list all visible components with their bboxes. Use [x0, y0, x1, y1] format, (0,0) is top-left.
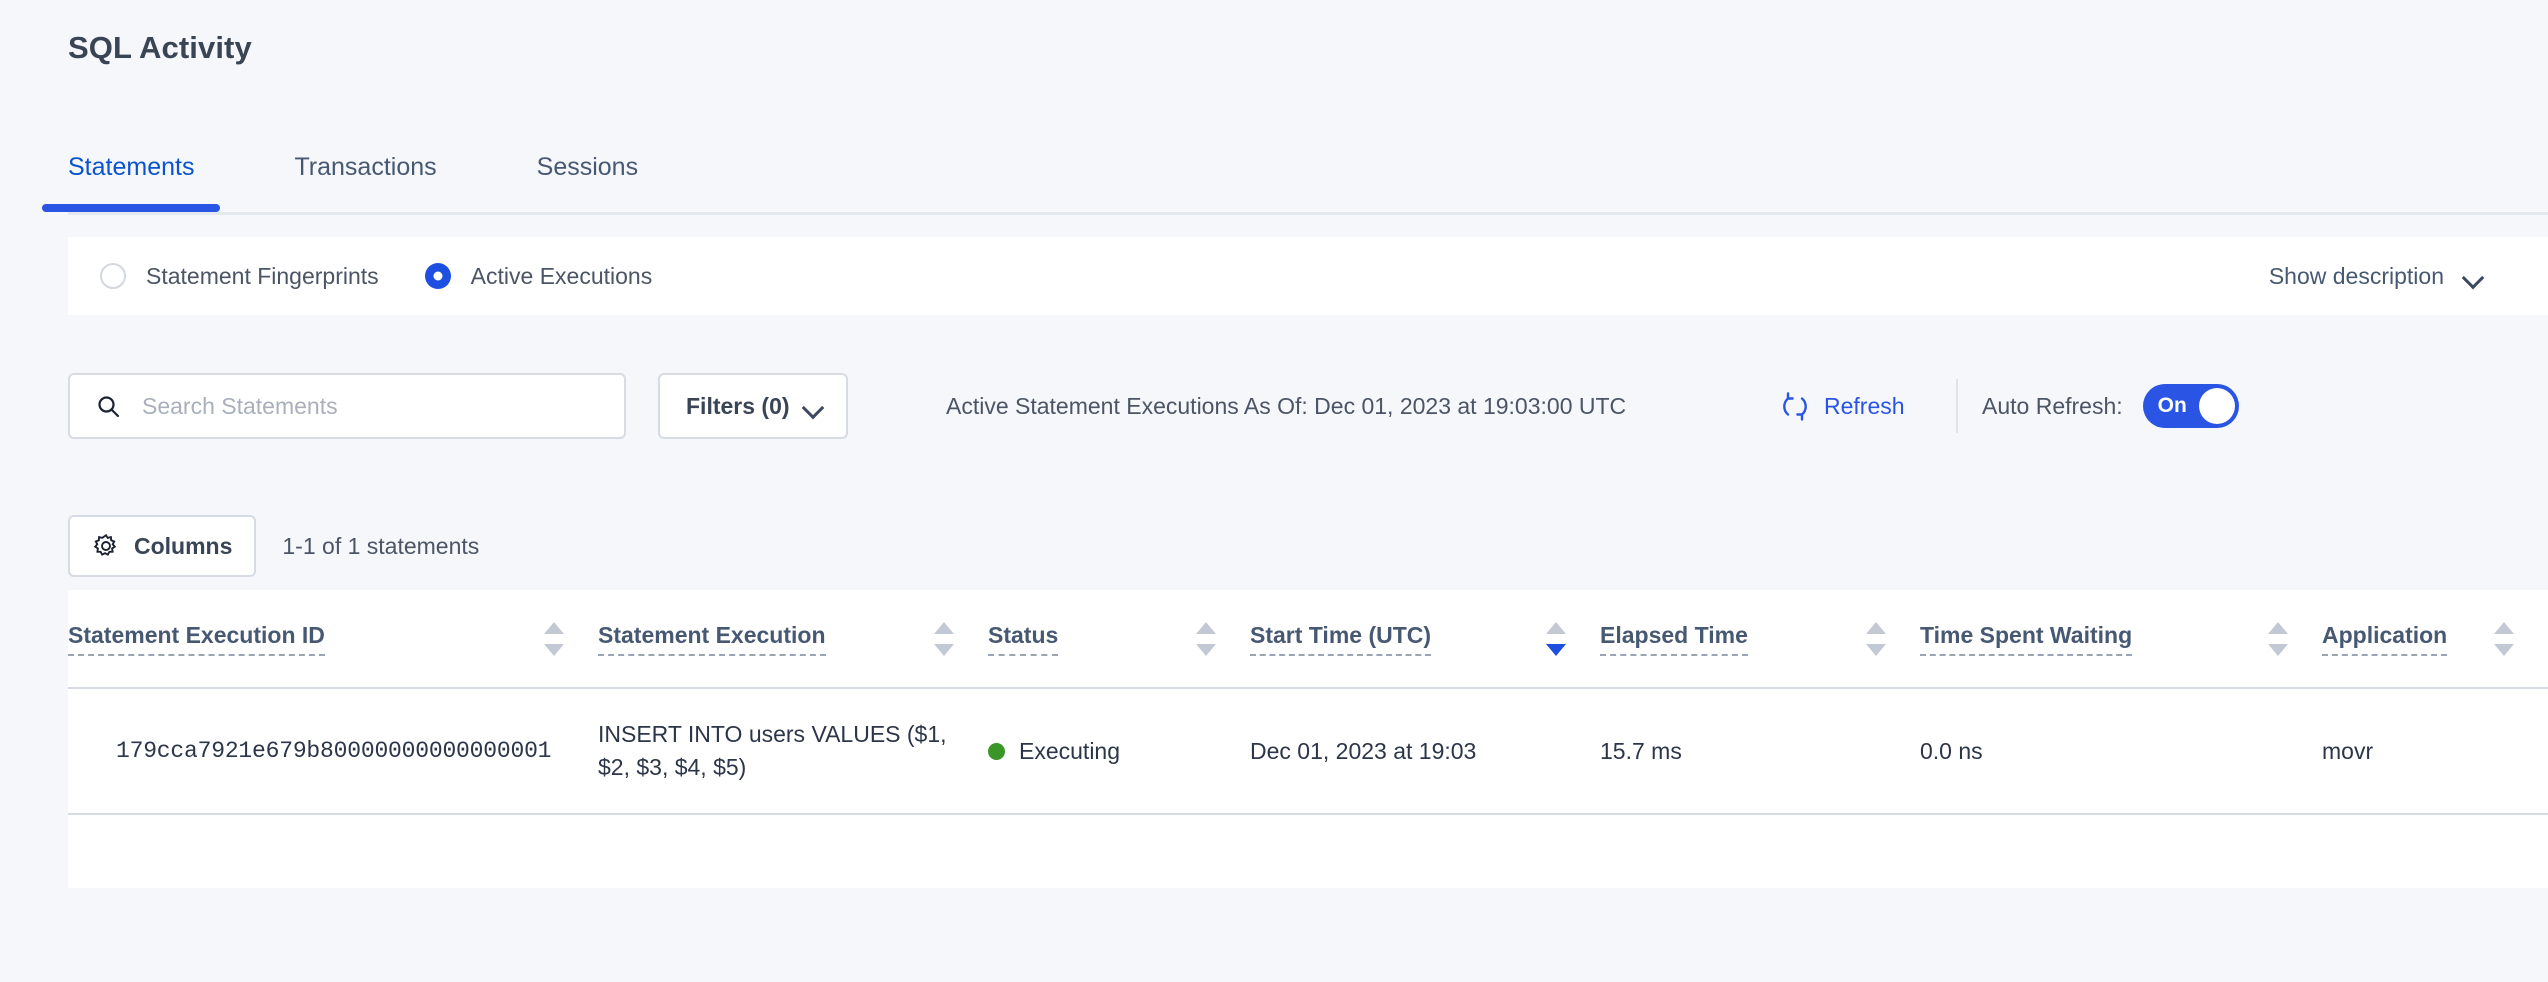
sort-toggle-status[interactable] [1196, 620, 1216, 658]
column-label[interactable]: Statement Execution ID [68, 622, 325, 656]
column-header-statement-execution-id[interactable]: Statement Execution ID [68, 590, 598, 689]
sort-asc-arrow-icon [2494, 621, 2514, 634]
sort-toggle-time-spent-waiting[interactable] [2268, 620, 2288, 658]
table-header-row: Statement Execution ID Statement Executi… [68, 590, 2548, 689]
sort-desc-arrow-icon [1546, 643, 1566, 656]
refresh-icon [1778, 389, 1812, 423]
table-row[interactable]: 179cca7921e679b80000000000000001 INSERT … [68, 688, 2548, 815]
sort-toggle-statement-execution[interactable] [934, 620, 954, 658]
gear-icon [92, 532, 120, 560]
cell-execution-id[interactable]: 179cca7921e679b80000000000000001 [68, 688, 598, 815]
status-dot-icon [988, 742, 1005, 760]
search-input[interactable] [142, 392, 582, 420]
radio-active-executions[interactable]: Active Executions [424, 262, 653, 290]
toggle-knob [2198, 388, 2235, 424]
columns-bar: Columns 1-1 of 1 statements [68, 512, 479, 580]
column-header-status[interactable]: Status [988, 590, 1250, 689]
page-title: SQL Activity [68, 30, 252, 65]
column-header-start-time[interactable]: Start Time (UTC) [1250, 590, 1600, 689]
auto-refresh-control: Auto Refresh: On [1982, 373, 2239, 439]
tab-bar: Statements Transactions Sessions [41, 132, 738, 212]
column-header-elapsed-time[interactable]: Elapsed Time [1600, 590, 1920, 689]
column-header-time-spent-waiting[interactable]: Time Spent Waiting [1920, 590, 2322, 689]
column-label[interactable]: Elapsed Time [1600, 622, 1748, 656]
sort-asc-arrow-icon [1546, 621, 1566, 634]
sort-desc-arrow-icon [2494, 643, 2514, 656]
refresh-label: Refresh [1824, 392, 1905, 419]
view-toggle-group: Statement Fingerprints Active Executions [68, 237, 698, 315]
sort-desc-arrow-icon [2268, 643, 2288, 656]
sort-asc-arrow-icon [1196, 621, 1216, 634]
tab-sessions[interactable]: Sessions [536, 153, 639, 181]
sort-desc-arrow-icon [1196, 643, 1216, 656]
chevron-down-icon [2464, 270, 2484, 282]
auto-refresh-toggle[interactable]: On [2142, 384, 2239, 428]
cell-elapsed-time: 15.7 ms [1600, 688, 1920, 815]
cell-application: movr [2322, 688, 2548, 815]
sort-asc-arrow-icon [934, 621, 954, 634]
show-description-label: Show description [2268, 262, 2444, 289]
column-label[interactable]: Start Time (UTC) [1250, 622, 1432, 656]
radio-label-statement-fingerprints: Statement Fingerprints [146, 262, 379, 289]
tab-statements[interactable]: Statements [41, 153, 222, 212]
auto-refresh-label: Auto Refresh: [1982, 392, 2123, 419]
sort-desc-arrow-icon [934, 643, 954, 656]
sort-toggle-statement-execution-id[interactable] [544, 620, 564, 658]
radio-icon-checked [424, 263, 451, 289]
sort-toggle-application[interactable] [2494, 620, 2514, 658]
cell-start-time: Dec 01, 2023 at 19:03 [1250, 688, 1600, 815]
sort-asc-arrow-icon [2268, 621, 2288, 634]
sort-asc-arrow-icon [544, 621, 564, 634]
status-label: Executing [1019, 737, 1121, 764]
refresh-button[interactable]: Refresh [1778, 373, 1905, 439]
radio-label-active-executions: Active Executions [470, 262, 653, 289]
radio-statement-fingerprints[interactable]: Statement Fingerprints [100, 263, 379, 290]
column-header-statement-execution[interactable]: Statement Execution [598, 590, 988, 689]
columns-button[interactable]: Columns [68, 515, 257, 577]
as-of-text: Active Statement Executions As Of: Dec 0… [946, 392, 1627, 419]
column-label[interactable]: Statement Execution [598, 622, 826, 656]
filters-button[interactable]: Filters (0) [658, 373, 848, 439]
search-toolbar: Filters (0) Active Statement Executions … [68, 373, 2548, 439]
statements-table: Statement Execution ID Statement Executi… [68, 590, 2548, 815]
show-description-toggle[interactable]: Show description [2269, 237, 2484, 315]
cell-status: Executing [988, 688, 1250, 815]
column-label[interactable]: Time Spent Waiting [1920, 622, 2133, 656]
tab-transactions[interactable]: Transactions [294, 153, 437, 181]
radio-icon-unchecked [100, 263, 126, 289]
cell-time-spent-waiting: 0.0 ns [1920, 688, 2322, 815]
chevron-down-icon [804, 400, 824, 412]
column-header-application[interactable]: Application [2322, 590, 2548, 689]
toolbar-divider [1956, 379, 1958, 433]
search-statements-box[interactable] [68, 373, 626, 439]
column-label[interactable]: Status [988, 622, 1059, 656]
sort-toggle-elapsed-time[interactable] [1866, 620, 1886, 658]
view-toggle-card: Statement Fingerprints Active Executions… [68, 237, 2548, 315]
auto-refresh-state: On [2157, 394, 2187, 417]
search-icon [96, 394, 120, 418]
statement-count: 1-1 of 1 statements [282, 532, 480, 559]
columns-label: Columns [134, 532, 233, 559]
sort-toggle-start-time[interactable] [1546, 620, 1566, 658]
tab-bar-divider [68, 212, 2548, 215]
cell-statement[interactable]: INSERT INTO users VALUES ($1, $2, $3, $4… [598, 688, 988, 815]
filters-label: Filters (0) [686, 392, 790, 419]
sort-desc-arrow-icon [544, 643, 564, 656]
statements-table-card: Statement Execution ID Statement Executi… [68, 590, 2548, 888]
sort-desc-arrow-icon [1866, 643, 1886, 656]
column-label[interactable]: Application [2322, 622, 2448, 656]
sort-asc-arrow-icon [1866, 621, 1886, 634]
